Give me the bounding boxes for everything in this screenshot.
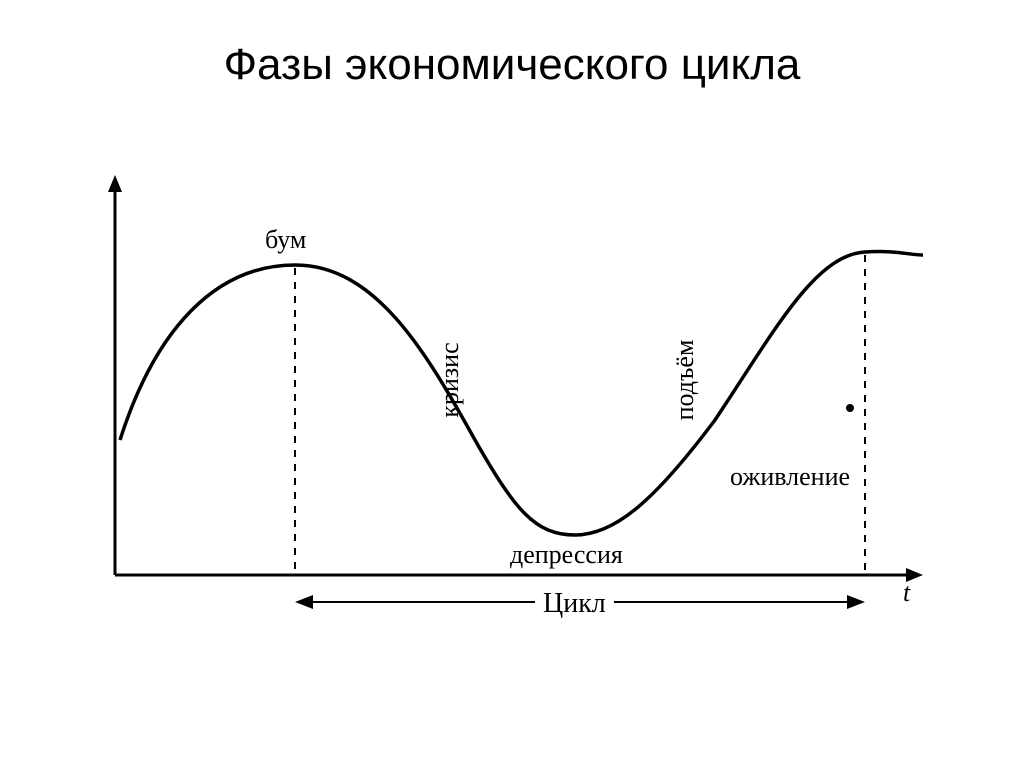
page-title: Фазы экономического цикла: [0, 0, 1024, 90]
dot-marker: [846, 404, 854, 412]
cycle-arrow-left-icon: [295, 595, 313, 609]
label-depression: депрессия: [510, 540, 623, 570]
label-revival: оживление: [730, 462, 850, 492]
label-boom: бум: [265, 225, 306, 255]
economic-cycle-chart: бум кризис депрессия подъём оживление Ци…: [95, 170, 935, 670]
chart-svg: [95, 170, 935, 670]
y-axis-arrow-icon: [108, 175, 122, 192]
cycle-arrow-right-icon: [847, 595, 865, 609]
label-recovery: подъём: [670, 330, 700, 430]
label-crisis: кризис: [435, 335, 465, 425]
label-t-axis: t: [903, 578, 910, 608]
cycle-curve: [120, 252, 923, 535]
label-cycle: Цикл: [535, 588, 614, 620]
